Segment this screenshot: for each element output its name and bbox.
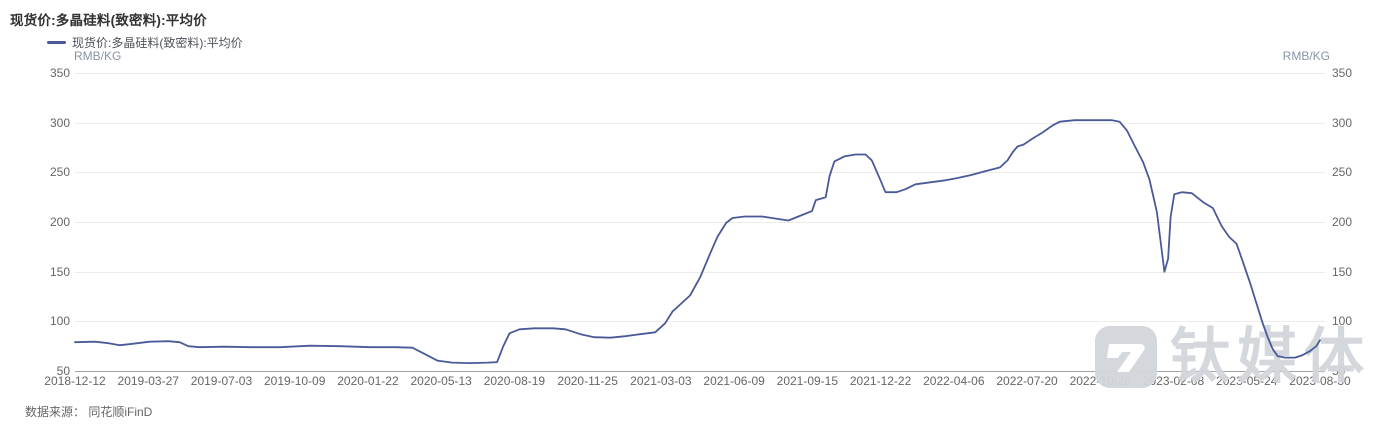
x-axis-label: 2022-10-26 (1069, 374, 1131, 388)
x-axis-label: 2022-04-06 (923, 374, 985, 388)
y-axis-label-left: 200 (49, 215, 70, 229)
x-axis-label: 2021-12-22 (849, 374, 912, 388)
y-axis-label-right: 100 (1332, 314, 1353, 329)
y-axis-label-right: 200 (1332, 215, 1353, 229)
x-axis-label: 2018-12-12 (44, 374, 106, 388)
y-axis-label-right: 150 (1332, 264, 1353, 279)
x-axis-label: 2020-08-19 (483, 374, 546, 388)
y-axis-label-left: 250 (49, 165, 70, 180)
chart-title: 现货价:多晶硅料(致密料):平均价 (10, 13, 207, 28)
x-axis-label: 2019-07-03 (190, 374, 253, 388)
x-axis-label: 2020-01-22 (337, 374, 399, 388)
x-axis-label: 2020-05-13 (410, 374, 472, 388)
x-axis-label: 2019-10-09 (264, 374, 326, 388)
y-axis-label-left: 50 (56, 364, 70, 378)
y-axis-label-left: 150 (49, 264, 70, 279)
data-source-note: 数据来源： 同花顺iFinD (25, 405, 153, 419)
y-axis-unit-right: RMB/KG (1282, 49, 1330, 63)
y-axis-label-left: 300 (49, 115, 70, 130)
y-axis-label-right: 250 (1332, 165, 1353, 180)
x-axis-label: 2023-08-30 (1289, 374, 1351, 388)
x-axis-label: 2021-06-09 (703, 374, 765, 388)
x-axis-label: 2019-03-27 (117, 374, 179, 388)
gridline (75, 73, 1325, 74)
y-axis-label-right: 350 (1332, 66, 1353, 80)
x-axis-label: 2023-02-08 (1142, 374, 1205, 388)
y-axis-unit-left: RMB/KG (74, 49, 122, 63)
legend-series-label: 现货价:多晶硅料(致密料):平均价 (72, 35, 243, 50)
y-axis-label-left: 350 (49, 66, 70, 80)
legend-line-marker (47, 41, 66, 44)
x-axis-line (75, 371, 1325, 372)
x-axis-label: 2022-07-20 (996, 374, 1058, 388)
legend[interactable]: 现货价:多晶硅料(致密料):平均价 (47, 35, 243, 50)
y-axis-label-right: 50 (1332, 364, 1346, 378)
x-axis-label: 2021-03-03 (630, 374, 692, 388)
plot-area[interactable] (75, 73, 1325, 371)
x-axis-label: 2020-11-25 (557, 374, 618, 388)
y-axis-label-left: 100 (49, 314, 70, 329)
y-axis-label-right: 300 (1332, 115, 1353, 130)
x-axis-label: 2023-05-24 (1216, 374, 1278, 388)
x-axis-label: 2021-09-15 (776, 374, 839, 388)
